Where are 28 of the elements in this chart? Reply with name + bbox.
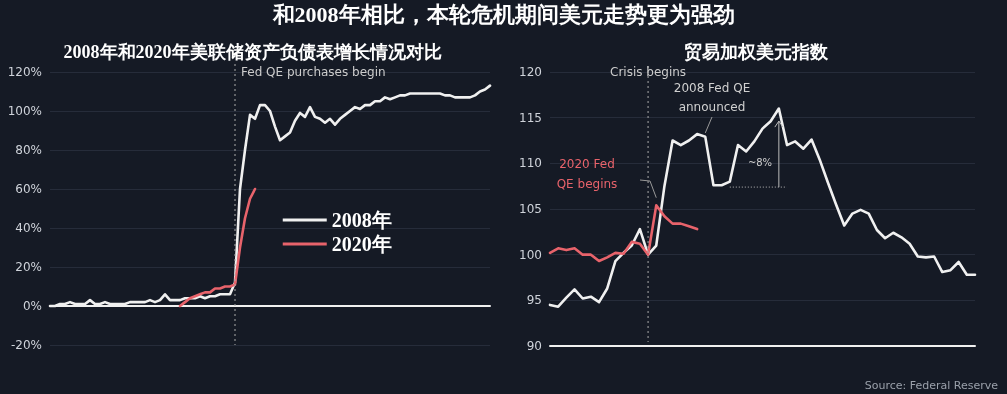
y-tick-label: 0%: [22, 299, 42, 313]
legend-label: 2020年: [331, 232, 392, 255]
annotation: 2008 Fed QE announced: [673, 81, 751, 114]
y-tick-label: 120%: [7, 65, 42, 79]
line-series: [548, 204, 699, 263]
y-tick-label: 40%: [15, 221, 42, 235]
source-note: Source: Federal Reserve: [864, 379, 999, 392]
y-tick-label: 90: [526, 339, 542, 353]
annotation: Crisis begins: [610, 65, 687, 79]
y-tick-label: 20%: [15, 260, 42, 274]
chart-subtitle: 2008年和2020年美联储资产负债表增长情况对比: [63, 42, 442, 62]
y-tick-label: 100: [519, 247, 542, 262]
legend-label: 2008年: [331, 208, 392, 231]
line-series: [178, 187, 257, 308]
y-tick-label: 110: [519, 156, 542, 171]
y-tick-label: 80%: [15, 143, 42, 157]
y-tick-label: 95: [526, 293, 542, 308]
annotation: 2020 Fed QE begins: [556, 157, 618, 191]
y-tick-label: 105: [519, 202, 542, 216]
annotation: Fed QE purchases begin: [241, 65, 386, 79]
chart-title: 和2008年相比，本轮危机期间美元走势更为强劲: [271, 1, 736, 29]
y-tick-label: 60%: [15, 182, 42, 196]
y-tick-label: 120: [519, 65, 542, 79]
y-tick-label: 100%: [7, 104, 42, 118]
y-tick-label: 115: [519, 110, 542, 125]
chart-title: 贸易加权美元指数: [684, 42, 829, 62]
annotation: ~8%: [747, 157, 773, 168]
y-tick-label: -20%: [10, 338, 42, 352]
